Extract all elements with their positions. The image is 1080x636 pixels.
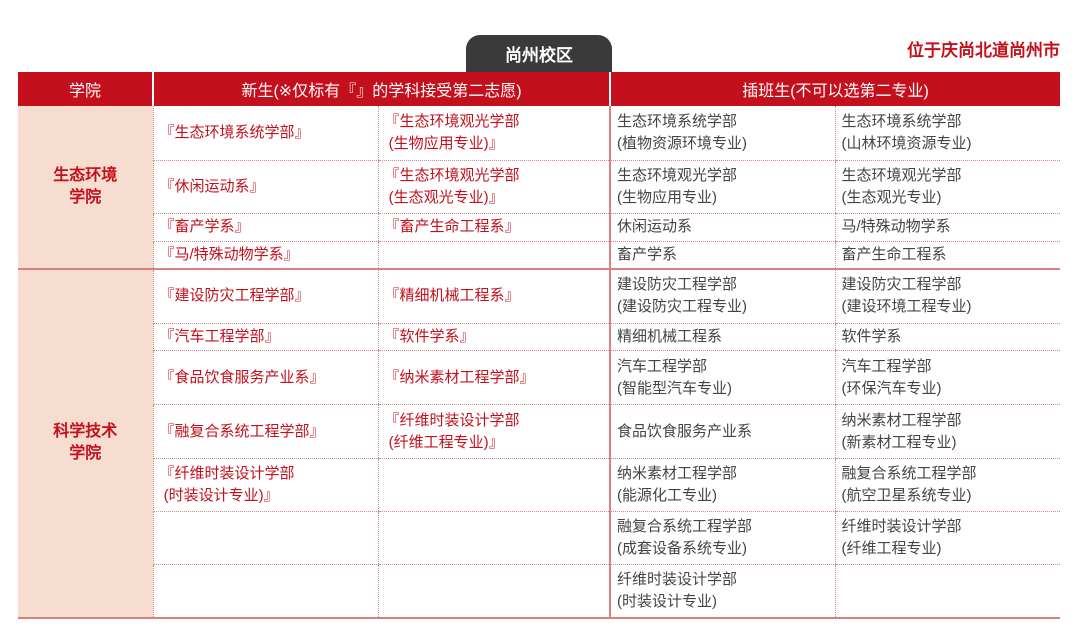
transfer-department: 畜产学系 — [609, 241, 836, 270]
header-college: 学院 — [18, 72, 153, 106]
transfer-department: 建设防灾工程学部 (建设环境工程专业) — [834, 268, 1061, 324]
college-name-line: 学院 — [69, 188, 102, 206]
table-row: 融复合系统工程学部 (成套设备系统专业) 纤维时装设计学部 (纤维工程专业) — [18, 511, 1061, 565]
freshman-department: 『生态环境系统学部』 — [152, 106, 378, 161]
freshman-department — [377, 564, 611, 619]
transfer-department: 畜产生命工程系 — [834, 241, 1061, 270]
department-table: 学院 新生(※仅标有『』的学科接受第二志愿) 插班生(不可以选第二专业) 生态环… — [18, 72, 1061, 619]
freshman-department: 『汽车工程学部』 — [152, 323, 378, 351]
freshman-department: 『精细机械工程系』 — [377, 268, 611, 324]
freshman-department: 『食品饮食服务产业系』 — [152, 350, 378, 405]
freshman-department: 『纤维时装设计学部 (纤维工程专业)』 — [377, 404, 611, 459]
table-row: 『食品饮食服务产业系』 『纳米素材工程学部』 汽车工程学部 (智能型汽车专业) 汽车工程… — [18, 350, 1061, 405]
transfer-department: 休闲运动系 — [609, 213, 836, 242]
table-row: 科学技术 学院 『建设防灾工程学部』 『精细机械工程系』 建设防灾工程学部 (建设防灾工程… — [18, 268, 1061, 619]
table-row: 『畜产学系』 『畜产生命工程系』 休闲运动系 马/特殊动物学系 — [18, 213, 1061, 242]
transfer-department: 汽车工程学部 (智能型汽车专业) — [609, 350, 836, 405]
transfer-department: 纳米素材工程学部 (新素材工程专业) — [834, 404, 1061, 459]
college-name: 生态环境 学院 — [18, 106, 153, 270]
transfer-department: 生态环境观光学部 (生物应用专业) — [609, 160, 836, 214]
freshman-department: 『畜产生命工程系』 — [377, 213, 611, 242]
freshman-department: 『纳米素材工程学部』 — [377, 350, 611, 405]
college-name-line: 学院 — [69, 445, 102, 462]
header-row: 学院 新生(※仅标有『』的学科接受第二志愿) 插班生(不可以选第二专业) — [18, 72, 1061, 106]
freshman-department: 『休闲运动系』 — [152, 160, 378, 214]
transfer-department: 融复合系统工程学部 (成套设备系统专业) — [609, 511, 836, 565]
transfer-department: 纤维时装设计学部 (时装设计专业) — [609, 564, 836, 619]
table-row: 『融复合系统工程学部』 『纤维时装设计学部 (纤维工程专业)』 食品饮食服务产业系纳… — [18, 404, 1061, 459]
transfer-department: 生态环境系统学部 (植物资源环境专业) — [609, 106, 836, 161]
college-name-line: 生态环境 — [53, 166, 118, 184]
college-name-line: 科学技术 — [53, 423, 118, 440]
freshman-department: 『生态环境观光学部 (生态观光专业)』 — [377, 160, 611, 214]
header-freshman: 新生(※仅标有『』的学科接受第二志愿) — [151, 72, 611, 106]
freshman-department: 『生态环境观光学部 (生物应用专业)』 — [377, 106, 611, 161]
table-row: 『休闲运动系』 『生态环境观光学部 (生态观光专业)』 生态环境观光学部 (生物应用专… — [18, 160, 1061, 214]
header-transfer: 插班生(不可以选第二专业) — [609, 72, 1061, 106]
transfer-department: 纳米素材工程学部 (能源化工专业) — [609, 458, 836, 512]
transfer-department: 生态环境观光学部 (生态观光专业) — [834, 160, 1061, 214]
transfer-department: 汽车工程学部 (环保汽车专业) — [834, 350, 1061, 405]
freshman-department: 『建设防灾工程学部』 — [152, 268, 378, 324]
freshman-department: 『马/特殊动物学系』 — [152, 241, 378, 270]
transfer-department: 生态环境系统学部 (山林环境资源专业) — [834, 106, 1061, 161]
table-row: 纤维时装设计学部 (时装设计专业) — [18, 564, 1061, 619]
table-row: 生态环境 学院 『生态环境系统学部』 『生态环境观光学部 (生物应用专业)』 生态环境系… — [18, 106, 1061, 270]
freshman-department: 『融复合系统工程学部』 — [152, 404, 378, 459]
transfer-department: 食品饮食服务产业系 — [609, 404, 836, 459]
college-name: 科学技术 学院 — [18, 268, 153, 619]
table-row: 『马/特殊动物学系』 畜产学系 畜产生命工程系 — [18, 241, 1061, 270]
freshman-department — [377, 458, 611, 512]
transfer-department: 融复合系统工程学部 (航空卫星系统专业) — [834, 458, 1061, 512]
transfer-department: 马/特殊动物学系 — [834, 213, 1061, 242]
freshman-department: 『软件学系』 — [377, 323, 611, 351]
location-label: 位于庆尚北道尚州市 — [907, 41, 1060, 60]
freshman-department: 『畜产学系』 — [152, 213, 378, 242]
campus-tab: 尚州校区 — [466, 35, 612, 72]
freshman-department — [152, 511, 378, 565]
freshman-department — [377, 241, 611, 270]
freshman-department — [377, 511, 611, 565]
table-row: 『汽车工程学部』 『软件学系』 精细机械工程系 软件学系 — [18, 323, 1061, 351]
transfer-department: 建设防灾工程学部 (建设防灾工程专业) — [609, 268, 836, 324]
table-row: 『纤维时装设计学部 (时装设计专业)』 纳米素材工程学部 (能源化工专业) 融复合系统… — [18, 458, 1061, 512]
transfer-department — [834, 564, 1061, 619]
freshman-department: 『纤维时装设计学部 (时装设计专业)』 — [152, 458, 378, 512]
transfer-department: 纤维时装设计学部 (纤维工程专业) — [834, 511, 1061, 565]
freshman-department — [152, 564, 378, 619]
transfer-department: 精细机械工程系 — [609, 323, 836, 351]
transfer-department: 软件学系 — [834, 323, 1061, 351]
